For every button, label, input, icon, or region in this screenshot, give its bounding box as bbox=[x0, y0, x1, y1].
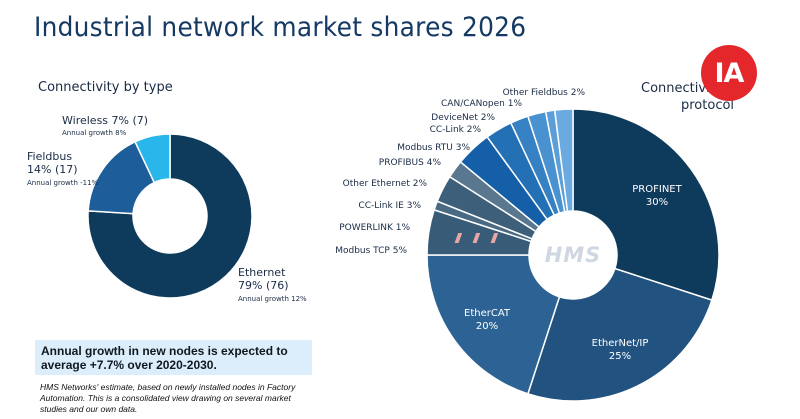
protocol-chart-title-line1: Connectivity bbox=[641, 81, 723, 96]
label-devicenet: DeviceNet 2% bbox=[431, 113, 495, 123]
slice-ethernet-ip bbox=[526, 267, 713, 402]
value-profinet: 30% bbox=[646, 197, 668, 208]
note-ethernet: Annual growth 12% bbox=[238, 295, 307, 303]
type-donut-chart bbox=[87, 133, 253, 299]
label-profinet: PROFINET bbox=[632, 184, 682, 195]
value-ethercat: 20% bbox=[476, 321, 498, 332]
label-fieldbus: Fieldbus bbox=[27, 150, 72, 163]
protocol-donut-labels: PROFINET 30% EtherNet/IP 25% EtherCAT 20% Modb… bbox=[335, 88, 682, 362]
value-ethernet-ip: 25% bbox=[609, 351, 631, 362]
page-title: Industrial network market shares 2026 bbox=[34, 12, 527, 43]
hms-watermark-stroke bbox=[454, 233, 463, 243]
note-fieldbus: Annual growth -11% bbox=[27, 179, 99, 187]
label-modbus-rtu: Modbus RTU 3% bbox=[397, 143, 470, 153]
hms-watermark: HMS bbox=[454, 233, 602, 267]
type-chart-title: Connectivity by type bbox=[38, 80, 173, 95]
label-powerlink: POWERLINK 1% bbox=[339, 223, 410, 233]
label-cc-link: CC-Link 2% bbox=[430, 125, 482, 135]
hms-watermark-text: HMS bbox=[545, 243, 602, 267]
label-wireless: Wireless 7% (7) bbox=[62, 114, 148, 127]
ia-logo: IA bbox=[701, 45, 757, 101]
source-footnote: HMS Networks' estimate, based on newly i… bbox=[40, 382, 296, 414]
slice-other-fieldbus bbox=[553, 108, 574, 213]
slice-ethernet bbox=[87, 133, 253, 299]
slice-profinet bbox=[572, 108, 720, 302]
label-can-canopen: CAN/CANopen 1% bbox=[441, 99, 522, 109]
protocol-chart-title: Connectivity protocol bbox=[641, 80, 741, 114]
note-wireless: Annual growth 8% bbox=[62, 129, 127, 137]
value-fieldbus: 14% (17) bbox=[27, 163, 78, 176]
label-profibus: PROFIBUS 4% bbox=[379, 158, 442, 168]
growth-callout: Annual growth in new nodes is expected t… bbox=[35, 340, 312, 375]
hms-watermark-stroke bbox=[490, 233, 499, 243]
value-ethernet: 79% (76) bbox=[238, 279, 289, 292]
label-ethernet: Ethernet bbox=[238, 266, 286, 279]
label-other-fieldbus: Other Fieldbus 2% bbox=[503, 88, 586, 98]
slice-wireless bbox=[134, 133, 171, 184]
label-other-ethernet: Other Ethernet 2% bbox=[343, 179, 428, 189]
slice-ethercat bbox=[426, 254, 561, 395]
protocol-chart-title-line2: protocol bbox=[681, 98, 735, 113]
label-cc-link-ie: CC-Link IE 3% bbox=[358, 201, 421, 211]
label-ethercat: EtherCAT bbox=[464, 308, 511, 319]
label-modbus-tcp: Modbus TCP 5% bbox=[335, 246, 407, 256]
hms-watermark-stroke bbox=[472, 233, 481, 243]
label-ethernet-ip: EtherNet/IP bbox=[592, 338, 649, 349]
protocol-donut-chart bbox=[426, 108, 720, 402]
